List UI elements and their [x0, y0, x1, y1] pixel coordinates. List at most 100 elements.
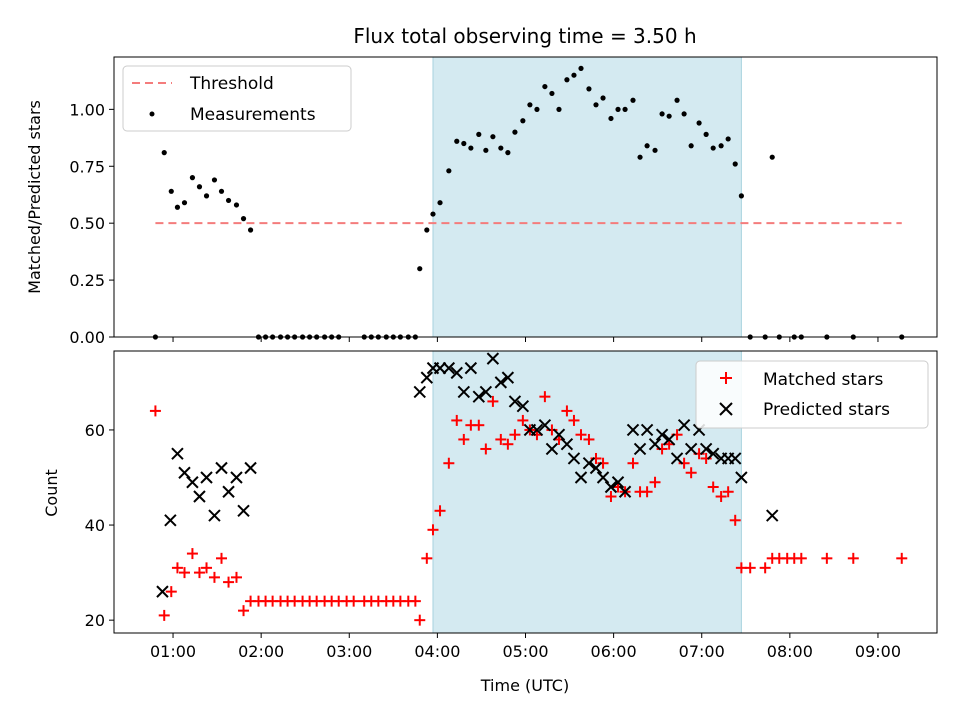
- predicted-star-point: [457, 385, 471, 399]
- predicted-star-point: [582, 457, 596, 470]
- predicted-star-point: [200, 471, 213, 484]
- measurement-point: [189, 175, 196, 181]
- measurement-point: [225, 197, 232, 204]
- x-tick-label: 07:00: [679, 642, 725, 661]
- matched-star-point: [458, 433, 470, 445]
- matched-star-point: [729, 514, 741, 526]
- observing-window-shade: [432, 57, 742, 337]
- measurement-point: [520, 118, 526, 124]
- predicted-star-point: [171, 447, 184, 460]
- matched-star-point: [759, 562, 771, 574]
- y-tick-label: 0.00: [69, 328, 105, 347]
- legend-measurements-label: Measurements: [190, 105, 316, 125]
- x-tick-label: 04:00: [414, 642, 460, 661]
- measurement-point: [769, 154, 775, 160]
- x-tick-label: 03:00: [326, 642, 372, 661]
- x-tick-label: 09:00: [855, 642, 901, 661]
- predicted-star-point: [516, 399, 530, 413]
- y-tick-label: 0.50: [69, 214, 105, 233]
- matched-star-point: [821, 552, 833, 564]
- measurement-point: [417, 266, 423, 272]
- matched-star-point: [434, 505, 446, 517]
- measurement-point: [527, 102, 533, 108]
- measurement-point: [644, 143, 650, 149]
- measurement-point: [710, 145, 716, 151]
- matched-star-point: [715, 491, 727, 503]
- predicted-star-point: [729, 452, 742, 465]
- predicted-star-point: [611, 476, 625, 489]
- observing-window-shade: [432, 351, 742, 633]
- predicted-star-point: [222, 485, 235, 498]
- y-tick-label: 0.25: [69, 271, 105, 290]
- matched-star-point: [409, 595, 421, 607]
- y-tick-label: 1.00: [69, 100, 105, 119]
- matched-star-point: [451, 414, 463, 426]
- x-tick-label: 08:00: [767, 642, 813, 661]
- measurement-point: [203, 193, 210, 199]
- measurement-point: [437, 200, 443, 206]
- matched-star-point: [649, 476, 661, 488]
- measurement-point: [430, 211, 436, 217]
- matched-star-point: [561, 405, 573, 417]
- matched-star-point: [223, 576, 235, 588]
- matched-star-point: [421, 552, 433, 564]
- measurement-point: [512, 129, 518, 135]
- bottom-y-axis-label: Count: [42, 469, 61, 517]
- measurement-point: [666, 113, 672, 119]
- measurement-point: [593, 102, 599, 108]
- matched-star-point: [230, 571, 242, 583]
- x-tick-label: 05:00: [502, 642, 548, 661]
- predicted-star-point: [706, 447, 720, 460]
- measurement-point: [564, 77, 570, 83]
- predicted-star-point: [186, 476, 199, 489]
- measurement-point: [600, 95, 606, 101]
- bottom-legend: Matched stars Predicted stars: [695, 360, 929, 429]
- measurement-point: [168, 188, 174, 194]
- matched-star-point: [641, 486, 653, 498]
- measurement-point: [218, 188, 225, 194]
- measurement-point: [454, 138, 460, 144]
- matched-star-point: [502, 438, 514, 450]
- measurement-point: [608, 115, 614, 122]
- measurement-point: [681, 111, 687, 117]
- matched-star-point: [605, 491, 617, 503]
- matched-star-point: [744, 562, 756, 574]
- predicted-star-point: [626, 423, 640, 437]
- predicted-star-point: [574, 471, 588, 484]
- measurement-point: [578, 65, 584, 71]
- measurement-point: [181, 200, 188, 206]
- matched-star-point: [575, 429, 587, 441]
- legend-matched-swatch: [720, 372, 732, 384]
- predicted-star-point: [413, 385, 426, 399]
- measurement-point: [718, 143, 724, 149]
- matched-star-point: [495, 433, 507, 445]
- matched-star-point: [149, 405, 161, 417]
- measurement-point: [630, 97, 636, 103]
- matched-star-point: [795, 552, 807, 564]
- predicted-star-point: [655, 428, 669, 441]
- predicted-star-point: [538, 418, 552, 432]
- matched-star-point: [443, 457, 455, 469]
- measurement-point: [483, 147, 489, 153]
- legend-predicted-label: Predicted stars: [763, 400, 890, 420]
- measurement-point: [542, 83, 548, 90]
- predicted-star-point: [156, 585, 169, 598]
- measurement-point: [571, 72, 577, 78]
- predicted-star-point: [450, 366, 463, 380]
- y-tick-label: 20: [85, 611, 105, 630]
- measurement-point: [549, 90, 555, 97]
- measurement-point: [476, 131, 482, 137]
- measurement-point: [468, 145, 474, 151]
- matched-star-point: [165, 586, 177, 598]
- y-tick-label: 60: [85, 421, 105, 440]
- predicted-star-point: [433, 361, 447, 375]
- measurement-point: [424, 227, 430, 233]
- measurement-point: [490, 134, 496, 140]
- matched-star-point: [568, 414, 580, 426]
- legend-threshold-label: Threshold: [189, 74, 274, 94]
- matched-star-point: [238, 605, 250, 617]
- measurement-point: [556, 106, 562, 112]
- measurement-point: [659, 111, 665, 117]
- predicted-star-point: [237, 504, 250, 517]
